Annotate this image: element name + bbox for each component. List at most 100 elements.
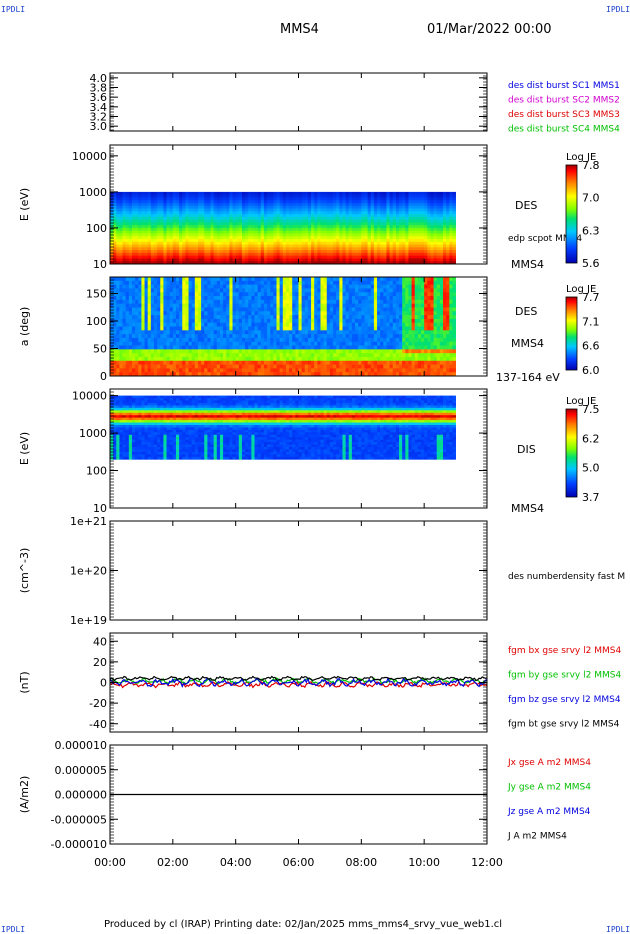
heatmap-cell (135, 364, 139, 369)
heatmap-cell (311, 292, 315, 297)
heatmap-cell (314, 191, 318, 196)
heatmap-cell (301, 197, 306, 201)
heatmap-cell (373, 214, 378, 218)
heatmap-cell (446, 194, 450, 198)
heatmap-cell (443, 247, 447, 251)
heatmap-cell (380, 255, 384, 259)
heatmap-cell (292, 261, 296, 265)
heatmap-cell (273, 252, 277, 257)
heatmap-cell (131, 202, 136, 207)
heatmap-cell (119, 299, 123, 305)
heatmap-cell (301, 191, 306, 196)
heatmap-cell (191, 353, 196, 358)
heatmap-cell (182, 303, 186, 308)
heatmap-cell (216, 258, 221, 262)
heatmap-cell (361, 197, 365, 201)
heatmap-cell (150, 216, 155, 221)
heatmap-cell (163, 233, 167, 237)
heatmap-cell (326, 337, 331, 343)
heatmap-cell (348, 261, 353, 265)
heatmap-cell (153, 200, 158, 204)
heatmap-cell (131, 353, 136, 358)
heatmap-cell (329, 200, 334, 204)
heatmap-cell (276, 349, 281, 354)
heatmap-cell (254, 364, 259, 369)
heatmap-cell (157, 364, 161, 369)
heatmap-cell (301, 225, 306, 229)
heatmap-cell (339, 299, 343, 305)
heatmap-cell (185, 208, 189, 212)
heatmap-cell (301, 200, 306, 204)
heatmap-cell (270, 326, 274, 331)
heatmap-cell (213, 288, 218, 293)
heatmap-cell (386, 247, 391, 251)
heatmap-cell (157, 303, 161, 308)
heatmap-cell (323, 353, 328, 358)
heatmap-cell (226, 250, 230, 254)
heatmap-cell (197, 349, 202, 354)
heatmap-cell (160, 236, 164, 240)
heatmap-cell (452, 205, 456, 209)
heatmap-cell (320, 334, 325, 339)
heatmap-cell (276, 292, 281, 297)
heatmap-cell (166, 250, 171, 254)
heatmap-cell (257, 356, 262, 362)
y-tick-label: 4.0 (90, 72, 108, 85)
heatmap-cell (342, 233, 347, 237)
heatmap-cell (116, 227, 120, 232)
heatmap-cell (323, 280, 328, 286)
heatmap-cell (125, 230, 130, 234)
heatmap-cell (223, 236, 227, 240)
heatmap-cell (169, 250, 174, 254)
heatmap-cell (389, 194, 394, 198)
heatmap-cell (285, 225, 290, 229)
heatmap-cell (157, 360, 161, 365)
heatmap-cell (163, 230, 167, 234)
heatmap-cell (276, 211, 281, 215)
heatmap-cell (116, 219, 120, 223)
heatmap-cell (163, 322, 167, 327)
heatmap-cell (157, 214, 161, 218)
heatmap-cell (175, 239, 180, 243)
heatmap-cell (292, 322, 296, 327)
heatmap-cell (219, 241, 224, 245)
heatmap-cell (185, 244, 189, 248)
heatmap-cell (116, 368, 120, 373)
heatmap-cell (295, 202, 299, 207)
heatmap-cell (122, 288, 127, 293)
heatmap-cell (160, 197, 164, 201)
heatmap-cell (204, 299, 208, 305)
heatmap-cell (408, 191, 412, 196)
heatmap-cell (226, 353, 230, 358)
heatmap-cell (402, 214, 406, 218)
heatmap-cell (402, 225, 406, 229)
heatmap-cell (358, 258, 362, 262)
heatmap-cell (219, 307, 224, 312)
heatmap-cell (197, 311, 202, 316)
heatmap-cell (295, 337, 299, 343)
heatmap-cell (128, 280, 133, 286)
heatmap-cell (110, 311, 114, 316)
heatmap-cell (270, 315, 274, 320)
heatmap-cell (263, 330, 268, 335)
heatmap-cell (339, 372, 343, 377)
heatmap-cell (298, 211, 303, 215)
heatmap-cell (424, 255, 428, 259)
heatmap-cell (147, 353, 152, 358)
heatmap-cell (182, 307, 186, 312)
heatmap-cell (182, 227, 186, 232)
heatmap-cell (163, 345, 167, 350)
heatmap-cell (307, 197, 312, 201)
heatmap-cell (405, 258, 409, 262)
heatmap-cell (210, 284, 215, 289)
heatmap-cell (113, 341, 117, 346)
heatmap-cell (307, 372, 312, 377)
heatmap-cell (169, 307, 174, 312)
heatmap-cell (351, 236, 356, 240)
heatmap-cell (160, 277, 164, 282)
heatmap-cell (113, 353, 117, 358)
heatmap-cell (245, 341, 249, 346)
heatmap-cell (323, 326, 328, 331)
heatmap-cell (116, 261, 120, 265)
heatmap-cell (339, 230, 343, 234)
